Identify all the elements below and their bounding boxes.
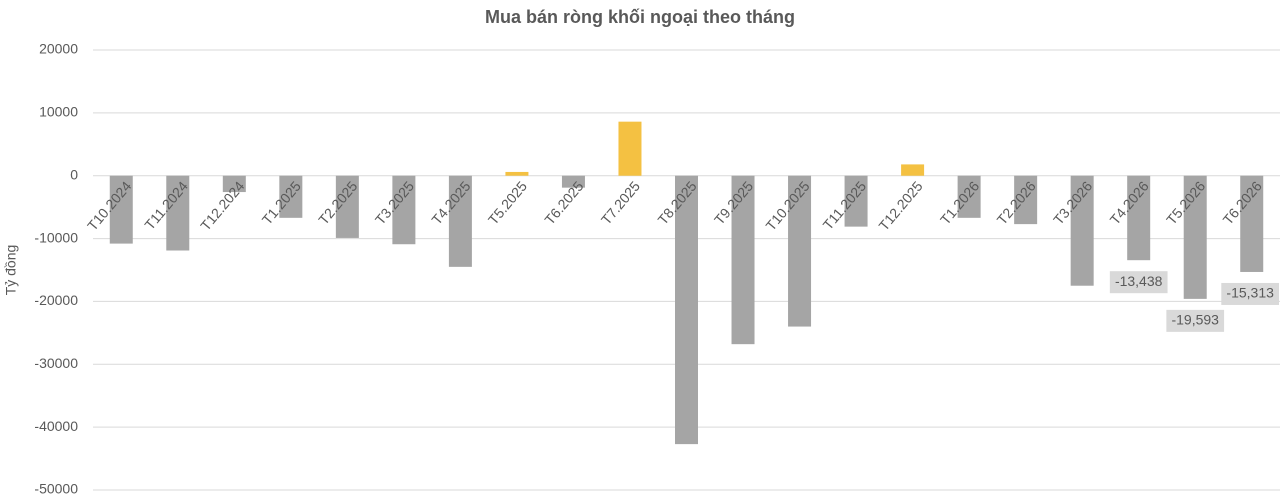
bar	[957, 175, 981, 218]
data-label-text: -13,438	[1115, 273, 1163, 289]
data-label-box	[1221, 282, 1279, 305]
x-tick-label: T5.2025	[485, 178, 530, 228]
data-label: -13,438	[1109, 271, 1168, 294]
bar	[1014, 175, 1038, 225]
data-label-box	[1109, 271, 1168, 294]
bar	[279, 175, 303, 218]
x-tick-label: T12.2025	[875, 178, 925, 234]
y-tick-label: 10000	[39, 104, 78, 120]
bar	[335, 175, 359, 238]
bar	[844, 175, 868, 227]
y-tick-label: 0	[70, 166, 78, 182]
bar	[109, 175, 133, 244]
bar	[1070, 175, 1094, 286]
bar	[788, 175, 812, 327]
chart-title: Mua bán ròng khối ngoại theo tháng	[485, 7, 795, 27]
x-tick-label: T12.2024	[197, 178, 247, 234]
y-tick-label: -10000	[34, 229, 78, 245]
data-label-box	[1166, 309, 1225, 332]
data-label: -19,593	[1166, 309, 1225, 332]
bar	[1240, 175, 1264, 272]
bar	[675, 175, 698, 445]
data-label: -15,313	[1221, 282, 1279, 305]
bar	[901, 164, 925, 176]
x-tick-label: T7.2025	[598, 178, 643, 228]
data-label-text: -15,313	[1226, 285, 1274, 301]
bar	[1127, 175, 1151, 261]
bar	[505, 171, 529, 176]
bar	[166, 175, 190, 251]
bar	[731, 175, 755, 345]
y-tick-label: 20000	[39, 41, 78, 57]
y-tick-label: -30000	[34, 355, 78, 371]
bar	[222, 175, 246, 193]
bar	[1183, 175, 1207, 299]
bar	[448, 175, 472, 267]
y-axis-title: Tỷ đồng	[3, 245, 19, 296]
bar	[392, 175, 416, 245]
bar	[618, 121, 642, 176]
data-label-text: -19,593	[1171, 312, 1219, 328]
y-tick-label: -20000	[34, 292, 78, 308]
y-tick-label: -50000	[34, 481, 78, 497]
y-tick-label: -40000	[34, 418, 78, 434]
bar	[561, 175, 585, 188]
